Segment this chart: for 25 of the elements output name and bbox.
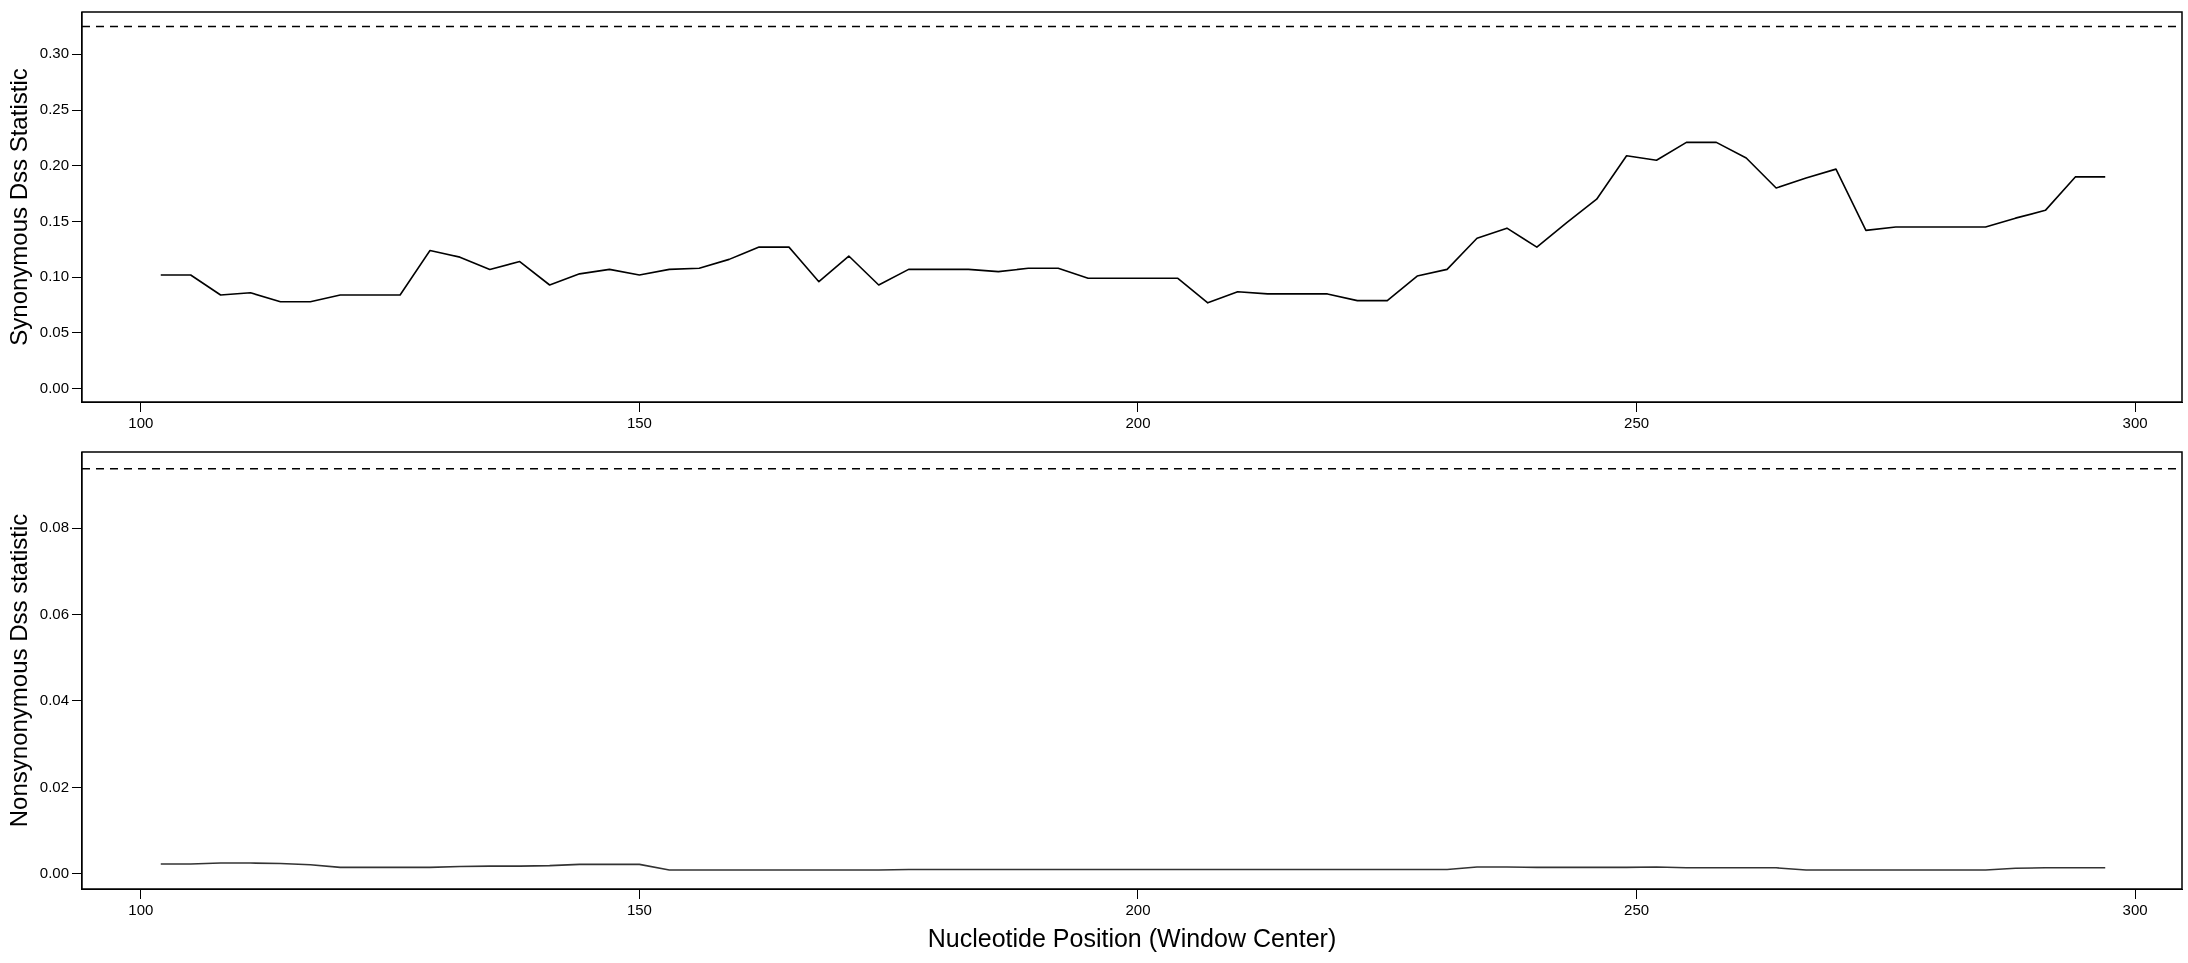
y-tick-label: 0.02 (39, 777, 69, 795)
y-tick-label: 0.08 (39, 518, 69, 536)
x-tick-label: 200 (1125, 901, 1151, 919)
y-tick-label: 0.00 (39, 864, 69, 882)
y-tick-label: 0.25 (39, 100, 69, 118)
x-tick-label: 300 (2122, 414, 2148, 432)
y-axis-title: Nonsynonymous Dss statistic (5, 513, 33, 828)
y-tick-label: 0.05 (39, 323, 69, 341)
x-tick-label: 150 (626, 901, 652, 919)
x-tick-label: 250 (1624, 901, 1650, 919)
y-tick-label: 0.10 (39, 267, 69, 285)
y-tick-label: 0.00 (39, 378, 69, 396)
x-tick-label: 250 (1624, 414, 1650, 432)
y-tick-label: 0.30 (39, 44, 69, 62)
x-axis-title: Nucleotide Position (Window Center) (927, 923, 1337, 952)
x-tick-label: 300 (2122, 901, 2148, 919)
x-tick-label: 200 (1125, 414, 1151, 432)
y-tick-label: 0.04 (39, 691, 69, 709)
x-tick-label: 100 (128, 901, 154, 919)
y-tick-label: 0.06 (39, 604, 69, 622)
y-tick-label: 0.20 (39, 155, 69, 173)
y-tick-label: 0.15 (39, 211, 69, 229)
x-tick-label: 150 (626, 414, 652, 432)
y-axis-title: Synonymous Dss Statistic (5, 68, 33, 346)
x-tick-label: 100 (128, 414, 154, 432)
